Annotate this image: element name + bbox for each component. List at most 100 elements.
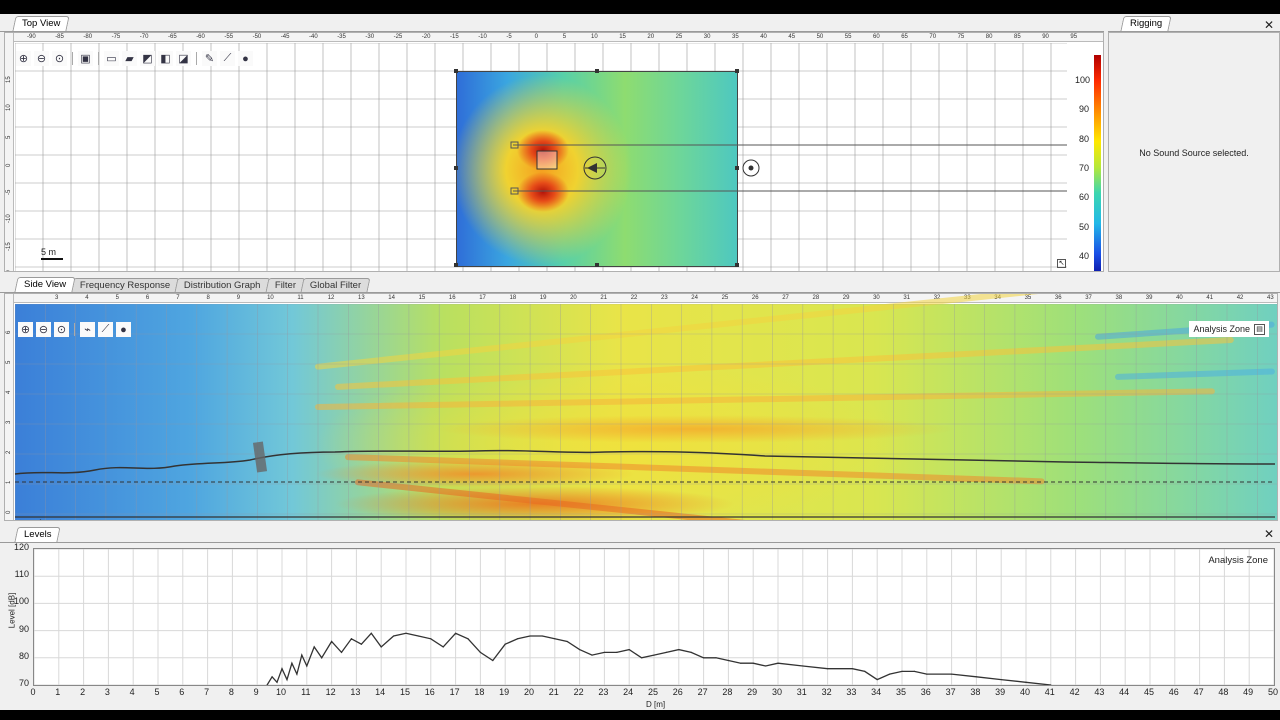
ruler-label: 36 — [1054, 295, 1062, 301]
x-tick-label: 32 — [821, 687, 832, 697]
line-tool-icon[interactable]: ⟋ — [98, 322, 113, 337]
ruler-label: 25 — [675, 34, 683, 40]
x-tick-label: 12 — [325, 687, 336, 697]
series-point — [1000, 678, 1002, 681]
zoom-out-icon[interactable]: ⊖ — [34, 51, 49, 66]
zoom-out-icon[interactable]: ⊖ — [36, 322, 51, 337]
zoom-fit-icon[interactable]: ⊙ — [54, 322, 69, 337]
ruler-label: 8 — [206, 295, 210, 301]
tab-levels[interactable]: Levels — [14, 527, 62, 542]
wall-tool-icon[interactable]: ◧ — [158, 51, 173, 66]
plane-tool-icon[interactable]: ◪ — [176, 51, 191, 66]
tab-rigging[interactable]: Rigging — [1120, 16, 1172, 31]
ruler-label: 35 — [732, 34, 739, 40]
x-tick-label: 5 — [154, 687, 160, 697]
color-scale-tick: 80 — [1078, 133, 1089, 144]
series-point — [276, 681, 278, 683]
tab-distribution-graph[interactable]: Distribution Graph — [174, 278, 271, 292]
x-tick-label: 16 — [424, 687, 435, 697]
heatmap-band — [314, 388, 1215, 410]
series-point — [665, 651, 668, 653]
tab-global-filter[interactable]: Global Filter — [300, 278, 371, 292]
levels-chart[interactable]: Analysis Zone — [33, 548, 1275, 686]
zoom-fit-icon[interactable]: ⊙ — [52, 51, 67, 66]
analysis-zone-label[interactable]: Analysis Zone ▤ — [1189, 321, 1269, 337]
shape-tool-icon[interactable]: ◩ — [140, 51, 155, 66]
x-tick-label: 50 — [1267, 687, 1279, 697]
ruler-label: 39 — [1145, 295, 1153, 301]
ruler-label: 5 — [6, 360, 12, 364]
ruler-label: 37 — [1085, 295, 1092, 301]
levels-plot — [34, 549, 1274, 685]
top-view-ruler-horizontal: -90 -85 -80 -75 -70 -65 -60 -55 -50 -45 -40 -35 -30-… — [5, 33, 1103, 42]
x-tick-label: 30 — [771, 687, 783, 697]
ruler-label: 29 — [842, 295, 850, 301]
x-tick-label: 25 — [647, 687, 659, 697]
y-tick-label: 70 — [18, 678, 29, 688]
x-tick-label: 40 — [1019, 687, 1031, 697]
series-point — [380, 646, 382, 648]
ruler-label: 30 — [873, 295, 880, 301]
zoom-in-icon[interactable]: ⊕ — [18, 322, 33, 337]
side-view-panel[interactable]: 3 4 5 6 7 8 9 10 11 12 13 14 15 16 17 18 19 20 21 22 23 24 25 2… — [4, 293, 1278, 521]
x-tick-label: 15 — [399, 687, 411, 697]
top-view-ruler-vertical: 15 10 5 0 -5 -10 -15 -20 — [5, 33, 14, 271]
side-view-heatmap[interactable] — [15, 294, 1277, 520]
line-tool-icon[interactable]: ⟋ — [220, 51, 235, 66]
series-point — [690, 651, 692, 653]
series-point — [430, 638, 432, 640]
chart-tool-icon[interactable]: ⌁ — [80, 322, 95, 337]
series-point — [301, 654, 303, 656]
color-scale-tick: 100 — [1075, 75, 1091, 85]
series-point — [678, 649, 680, 651]
ruler-label: 6 — [6, 330, 12, 334]
ruler-label: 40 — [1176, 295, 1183, 301]
x-tick-label: 41 — [1044, 687, 1055, 697]
microphone-icon[interactable]: ● — [238, 51, 253, 66]
zoom-in-icon[interactable]: ⊕ — [16, 51, 31, 66]
tab-frequency-response[interactable]: Frequency Response — [70, 278, 180, 292]
series-point — [306, 665, 308, 667]
ruler-label: -5 — [506, 34, 512, 40]
select-area-icon[interactable]: ▣ — [78, 51, 93, 66]
ruler-label: -70 — [139, 34, 149, 40]
x-tick-label: 0 — [30, 687, 36, 697]
tab-side-view[interactable]: Side View — [14, 277, 76, 292]
rectangle-tool-icon[interactable]: ▭ — [104, 51, 119, 66]
ruler-label: 12 — [327, 295, 335, 301]
x-tick-label: 19 — [499, 687, 510, 697]
ruler-label: -25 — [393, 34, 403, 40]
series-point — [579, 649, 581, 651]
tab-filter[interactable]: Filter — [265, 278, 306, 292]
color-scale-tick: 70 — [1078, 162, 1089, 173]
x-tick-label: 34 — [871, 687, 882, 697]
microphone-icon[interactable]: ● — [116, 322, 131, 337]
polygon-tool-icon[interactable]: ▰ — [122, 51, 137, 66]
x-tick-label: 38 — [970, 687, 981, 697]
heatmap-band — [1114, 368, 1276, 380]
ruler-label: 25 — [721, 295, 729, 301]
top-view-heatmap[interactable] — [456, 71, 738, 267]
ruler-label: -15 — [6, 242, 12, 251]
series-point — [901, 670, 903, 672]
color-scale-tick: 50 — [1078, 221, 1089, 232]
x-tick-label: 47 — [1193, 687, 1204, 697]
top-view-tabstrip: Top View — [0, 16, 1104, 32]
x-tick-label: 24 — [623, 687, 634, 697]
series-point — [1025, 681, 1027, 683]
ruler-label: 3 — [6, 420, 12, 424]
ruler-label: 70 — [929, 34, 937, 40]
levels-y-axis-label: Level [dB] — [7, 592, 17, 629]
ruler-label: 30 — [703, 34, 711, 40]
top-view-panel[interactable]: -90 -85 -80 -75 -70 -65 -60 -55 -50 -45 -40 -35 -30-… — [4, 32, 1104, 272]
analysis-zone-icon[interactable]: ▤ — [1254, 323, 1265, 335]
ruler-label: -15 — [450, 34, 459, 40]
tab-top-view[interactable]: Top View — [12, 16, 70, 31]
rigging-close-icon[interactable]: ✕ — [1264, 18, 1275, 32]
ruler-label: 14 — [388, 295, 395, 301]
color-scale-tick: 60 — [1078, 192, 1089, 203]
ruler-label: 95 — [1070, 34, 1078, 40]
levels-close-icon[interactable]: ✕ — [1264, 527, 1275, 541]
expand-icon[interactable]: ↖ — [1057, 259, 1066, 268]
pen-tool-icon[interactable]: ✎ — [202, 51, 217, 66]
